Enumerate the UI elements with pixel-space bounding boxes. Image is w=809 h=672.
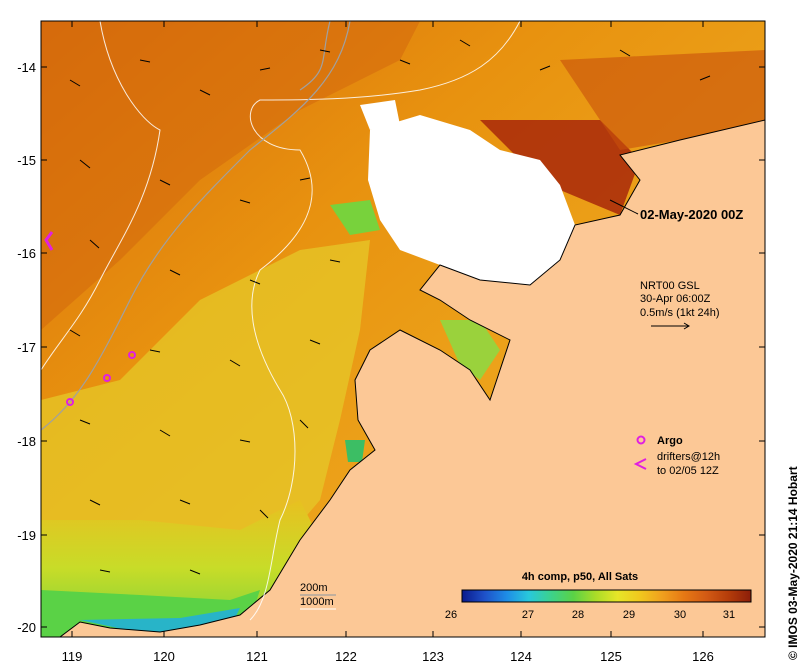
colorbar-bar — [461, 589, 752, 603]
colorbar-tick-label: 26 — [445, 609, 457, 621]
current-legend-line-1: NRT00 GSL — [640, 280, 700, 292]
colorbar-tick-label: 29 — [623, 609, 635, 621]
colorbar: 4h comp, p50, All Sats 26 27 28 29 30 31 — [445, 571, 752, 621]
drifter-line-1: drifters@12h — [657, 451, 720, 463]
lon-tick-label: 121 — [246, 649, 268, 664]
lat-tick-label: -17 — [17, 340, 36, 355]
land-mass — [58, 119, 766, 638]
argo-symbol-icon — [636, 435, 646, 445]
lon-tick-label: 123 — [422, 649, 444, 664]
lat-tick-label: -14 — [17, 60, 36, 75]
isobath-1000-label: 1000m — [300, 596, 334, 608]
lon-tick-label: 124 — [510, 649, 532, 664]
isobath-legend: 200m 1000m — [300, 582, 336, 610]
drifter-symbol-icon — [633, 458, 647, 470]
current-legend: NRT00 GSL 30-Apr 06:00Z 0.5m/s (1kt 24h) — [640, 280, 719, 330]
lon-tick-label: 119 — [62, 649, 83, 664]
colorbar-tick-label: 28 — [572, 609, 584, 621]
colorbar-tick-label: 31 — [723, 609, 735, 621]
date-marker: 02-May-2020 00Z — [609, 199, 743, 222]
lat-tick-label: -18 — [17, 434, 36, 449]
lon-tick-label: 126 — [692, 649, 714, 664]
date-label: 02-May-2020 00Z — [640, 207, 743, 222]
lat-tick-label: -19 — [17, 528, 36, 543]
lon-tick-label: 122 — [335, 649, 357, 664]
argo-drifter-legend: Argo drifters@12h to 02/05 12Z — [633, 435, 720, 477]
current-legend-line-3: 0.5m/s (1kt 24h) — [640, 307, 719, 319]
map-frame — [40, 20, 766, 638]
cloud-mask — [368, 115, 575, 285]
colorbar-tick-label: 30 — [674, 609, 686, 621]
lat-tick-label: -20 — [17, 620, 36, 635]
isobath-200-label: 200m — [300, 582, 328, 594]
colorbar-title: 4h comp, p50, All Sats — [522, 571, 638, 583]
colorbar-ticks: 26 27 28 29 30 31 — [445, 609, 735, 621]
argo-label: Argo — [657, 435, 683, 447]
argo-markers — [44, 231, 136, 406]
current-legend-line-2: 30-Apr 06:00Z — [640, 293, 711, 305]
current-vectors — [69, 39, 711, 575]
lat-tick-label: -16 — [17, 246, 36, 261]
lat-tick-label: -15 — [17, 153, 36, 168]
colorbar-tick-label: 27 — [522, 609, 534, 621]
credit-text: © IMOS 03-May-2020 21:14 Hobart — [786, 466, 800, 660]
longitude-axis: 119 120 121 122 123 124 125 126 — [62, 21, 714, 664]
isobaths — [40, 20, 521, 621]
latitude-axis: -14 -15 -16 -17 -18 -19 -20 — [17, 60, 765, 635]
lon-tick-label: 125 — [600, 649, 622, 664]
drifter-line-2: to 02/05 12Z — [657, 465, 719, 477]
lon-tick-label: 120 — [153, 649, 175, 664]
